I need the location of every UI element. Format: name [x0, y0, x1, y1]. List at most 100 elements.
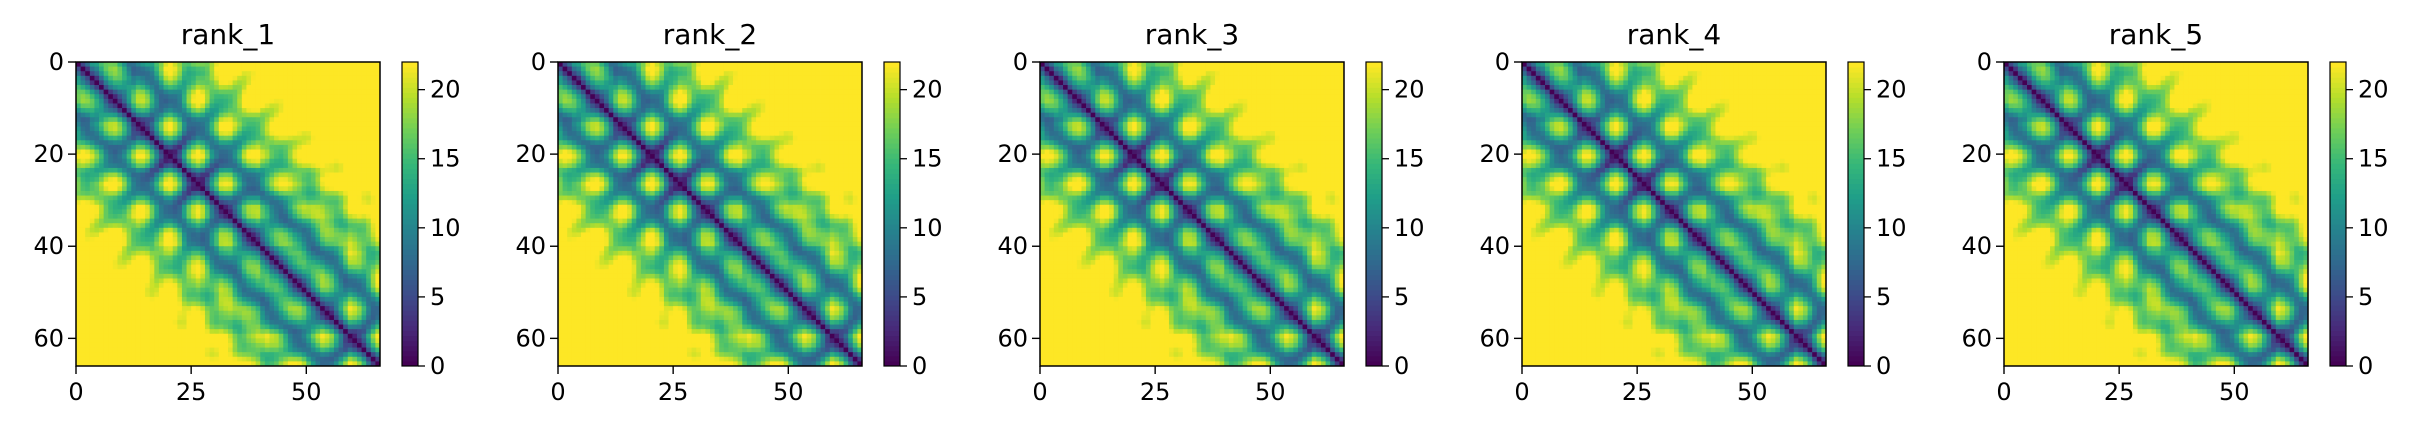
heatmap-cell [793, 76, 798, 81]
heatmap-cell [131, 140, 136, 145]
heatmap-cell [279, 260, 284, 265]
heatmap-cell [113, 311, 118, 316]
heatmap-cell [352, 260, 357, 265]
heatmap-cell [362, 315, 367, 320]
heatmap-cell [297, 90, 302, 95]
heatmap-cell [256, 223, 261, 228]
heatmap-cell [774, 67, 779, 72]
heatmap-cell [641, 76, 646, 81]
heatmap-cell [669, 80, 674, 85]
heatmap-cell [774, 85, 779, 90]
heatmap-cell [81, 269, 86, 274]
heatmap-cell [228, 274, 233, 279]
heatmap-cell [113, 99, 118, 104]
heatmap-cell [99, 311, 104, 316]
heatmap-cell [325, 292, 330, 297]
heatmap-cell [145, 223, 150, 228]
heatmap-cell [320, 223, 325, 228]
heatmap-cell [793, 80, 798, 85]
heatmap-cell [352, 113, 357, 118]
heatmap-cell [187, 117, 192, 122]
heatmap-cell [200, 246, 205, 251]
heatmap-cell [325, 177, 330, 182]
heatmap-cell [168, 232, 173, 237]
heatmap-cell [233, 251, 238, 256]
heatmap-cell [302, 205, 307, 210]
heatmap-cell [339, 168, 344, 173]
heatmap-cell [325, 232, 330, 237]
heatmap-cell [334, 168, 339, 173]
heatmap-cell [145, 99, 150, 104]
heatmap-cell [164, 177, 169, 182]
heatmap-cell [256, 348, 261, 353]
heatmap-cell [182, 196, 187, 201]
heatmap-cell [108, 274, 113, 279]
heatmap-cell [81, 103, 86, 108]
heatmap-cell [85, 154, 90, 159]
heatmap-cell [366, 173, 371, 178]
heatmap-cell [260, 90, 265, 95]
heatmap-cell [122, 90, 127, 95]
heatmap-cell [362, 168, 367, 173]
heatmap-cell [136, 173, 141, 178]
heatmap-cell [131, 76, 136, 81]
heatmap-cell [563, 94, 568, 99]
heatmap-cell [256, 288, 261, 293]
heatmap-cell [85, 80, 90, 85]
heatmap-cell [279, 306, 284, 311]
heatmap-cell [233, 113, 238, 118]
heatmap-cell [256, 122, 261, 127]
heatmap-cell [701, 80, 706, 85]
heatmap-cell [76, 131, 81, 136]
heatmap-cell [196, 150, 201, 155]
heatmap-cell [357, 302, 362, 307]
heatmap-cell [705, 62, 710, 67]
heatmap-cell [145, 200, 150, 205]
heatmap-cell [81, 85, 86, 90]
heatmap-cell [200, 228, 205, 233]
heatmap-cell [371, 265, 376, 270]
heatmap-cell [292, 67, 297, 72]
heatmap-cell [81, 145, 86, 150]
heatmap-cell [269, 292, 274, 297]
heatmap-cell [164, 223, 169, 228]
heatmap-cell [182, 85, 187, 90]
heatmap-cell [274, 71, 279, 76]
heatmap-cell [205, 292, 210, 297]
heatmap-cell [90, 71, 95, 76]
heatmap-cell [329, 348, 334, 353]
heatmap-cell [76, 173, 81, 178]
heatmap-cell [90, 205, 95, 210]
heatmap-cell [325, 140, 330, 145]
heatmap-cell [228, 122, 233, 127]
heatmap-cell [168, 237, 173, 242]
heatmap-cell [94, 90, 99, 95]
heatmap-cell [182, 246, 187, 251]
heatmap-cell [788, 76, 793, 81]
heatmap-cell [81, 237, 86, 242]
colorbar-segment [402, 229, 418, 235]
heatmap-cell [113, 348, 118, 353]
heatmap-cell [288, 338, 293, 343]
heatmap-cell [214, 154, 219, 159]
heatmap-cell [256, 237, 261, 242]
heatmap-cell [210, 334, 215, 339]
heatmap-cell [99, 278, 104, 283]
heatmap-cell [94, 126, 99, 131]
heatmap-cell [164, 214, 169, 219]
heatmap-cell [279, 352, 284, 357]
heatmap-cell [339, 85, 344, 90]
heatmap-cell [136, 352, 141, 357]
heatmap-cell [260, 269, 265, 274]
heatmap-cell [94, 237, 99, 242]
heatmap-cell [76, 168, 81, 173]
heatmap-cell [830, 62, 835, 67]
heatmap-cell [366, 191, 371, 196]
heatmap-cell [200, 242, 205, 247]
heatmap-cell [306, 214, 311, 219]
heatmap-cell [136, 186, 141, 191]
heatmap-cell [297, 205, 302, 210]
heatmap-cell [246, 103, 251, 108]
heatmap-cell [311, 168, 316, 173]
heatmap-cell [292, 219, 297, 224]
